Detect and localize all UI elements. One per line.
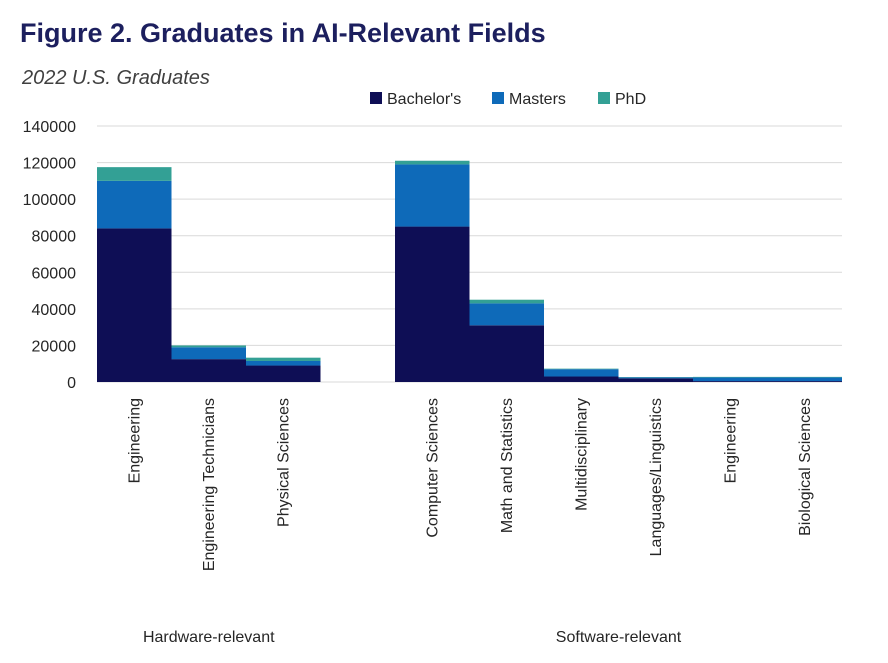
bar-masters-segment (767, 377, 842, 382)
bar-phd-segment (469, 299, 544, 304)
legend-swatch (492, 92, 504, 104)
category-label: Engineering (722, 398, 739, 483)
legend-swatch (370, 92, 382, 104)
legend: Bachelor's Masters PhD (370, 91, 646, 108)
y-tick-label: 120000 (23, 156, 76, 173)
y-tick-label: 20000 (32, 338, 77, 355)
chart-title: Figure 2. Graduates in AI-Relevant Field… (20, 18, 546, 48)
bar-bachelor-s-segment (618, 378, 693, 382)
category-label: Biological Sciences (797, 398, 814, 536)
bar-phd-segment (97, 167, 172, 181)
bar-masters-segment (544, 369, 619, 377)
category-label: Engineering (126, 398, 143, 483)
bar-masters-segment (395, 164, 470, 227)
y-tick-label: 80000 (32, 229, 77, 246)
bar-masters-segment (693, 377, 768, 382)
bar-bachelor-s-segment (97, 228, 172, 382)
bar-phd-segment (171, 345, 246, 348)
bar-masters-segment (171, 347, 246, 360)
bar-phd-segment (544, 368, 619, 370)
bar-phd-segment (395, 160, 470, 165)
y-tick-label: 140000 (23, 119, 76, 136)
category-label: Computer Sciences (424, 398, 441, 538)
legend-label: Masters (509, 91, 566, 108)
group-label: Software-relevant (556, 629, 682, 646)
y-tick-label: 100000 (23, 192, 76, 209)
bar-bachelor-s-segment (246, 365, 321, 382)
bar-masters-segment (246, 360, 321, 366)
bar-bachelor-s-segment (171, 359, 246, 382)
category-label: Math and Statistics (499, 398, 516, 533)
y-tick-label: 40000 (32, 302, 77, 319)
bar-bachelor-s-segment (544, 376, 619, 382)
group-label: Hardware-relevant (143, 629, 275, 646)
bar-masters-segment (618, 377, 693, 379)
y-axis: 0 20000 40000 60000 80000 100000 120000 140000 (23, 119, 76, 392)
bar-phd-segment (767, 376, 842, 378)
group-labels: Hardware-relevant Software-relevant (143, 629, 682, 646)
bars (97, 160, 842, 382)
bar-masters-segment (97, 180, 172, 229)
y-tick-label: 60000 (32, 265, 77, 282)
x-axis: Engineering Engineering Technicians Physic… (126, 398, 814, 571)
bar-bachelor-s-segment (469, 325, 544, 382)
bar-phd-segment (693, 376, 768, 378)
legend-label: PhD (615, 91, 646, 108)
bar-phd-segment (246, 357, 321, 361)
legend-swatch (598, 92, 610, 104)
bar-masters-segment (469, 303, 544, 326)
category-label: Languages/Linguistics (648, 398, 665, 556)
bar-bachelor-s-segment (767, 381, 842, 382)
category-label: Multidisciplinary (573, 398, 590, 511)
bar-bachelor-s-segment (693, 381, 768, 382)
y-tick-label: 0 (67, 375, 76, 392)
chart-subtitle: 2022 U.S. Graduates (21, 67, 210, 89)
category-label: Physical Sciences (275, 398, 292, 527)
bar-bachelor-s-segment (395, 226, 470, 382)
category-label: Engineering Technicians (201, 398, 218, 571)
legend-label: Bachelor's (387, 91, 461, 108)
